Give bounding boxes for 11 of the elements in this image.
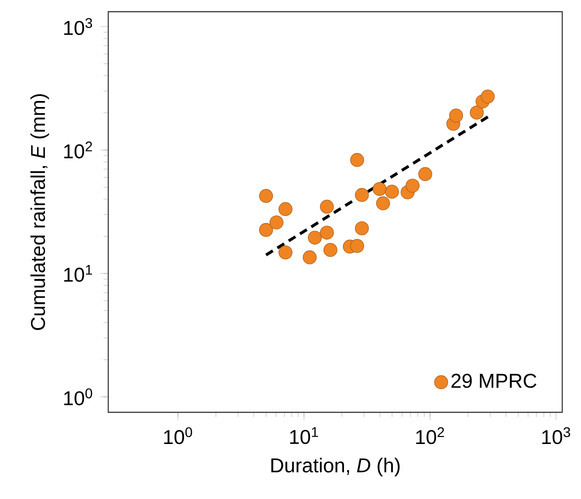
y-axis-title: Cumulated rainfall, E (mm) [30, 94, 50, 330]
x-tick-label: 10$^{2}$ [416, 427, 444, 444]
x-tick-label: 10$^{3}$ [542, 427, 570, 444]
y-tick-label: 10$^{0}$ [64, 388, 92, 406]
legend-label: 29 MPRC [451, 374, 536, 388]
x-axis-title: Duration, D (h) [271, 458, 400, 476]
y-tick-label: 10$^{1}$ [64, 265, 92, 282]
y-tick-label: 10$^{2}$ [64, 142, 92, 158]
x-tick-label: 10$^{1}$ [290, 427, 318, 444]
y-tick-label: 10$^{3}$ [64, 18, 92, 36]
x-tick-label: 10$^{0}$ [164, 427, 192, 444]
